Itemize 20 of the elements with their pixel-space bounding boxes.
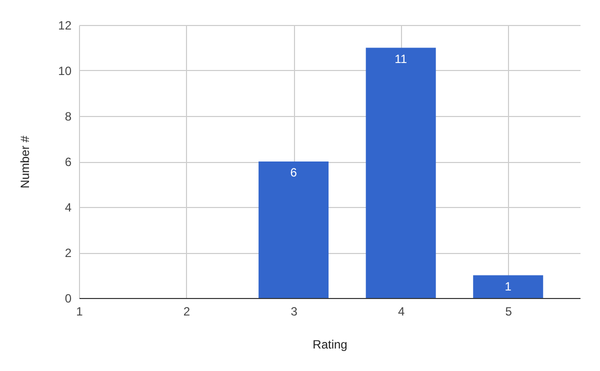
y-tick-label: 2 xyxy=(64,246,72,260)
x-tick-label: 3 xyxy=(290,304,298,318)
data-label: 1 xyxy=(504,279,512,294)
y-tick-label: 6 xyxy=(64,155,72,169)
bar xyxy=(366,48,436,298)
y-axis-title: Number # xyxy=(18,135,32,188)
x-tick-label: 2 xyxy=(183,304,190,318)
bar xyxy=(473,275,544,298)
y-tick-label: 10 xyxy=(58,64,72,78)
bar xyxy=(258,162,329,298)
x-tick-label: 4 xyxy=(398,304,405,318)
data-label: 11 xyxy=(394,52,408,66)
x-tick-label: 1 xyxy=(76,304,84,318)
y-tick-label: 0 xyxy=(64,292,72,306)
x-axis-title: Rating xyxy=(312,338,348,352)
y-tick-label: 8 xyxy=(64,110,72,124)
y-tick-label: 12 xyxy=(58,18,72,32)
y-tick-label: 4 xyxy=(64,200,72,214)
data-label: 6 xyxy=(290,166,298,180)
x-tick-label: 5 xyxy=(505,304,512,318)
